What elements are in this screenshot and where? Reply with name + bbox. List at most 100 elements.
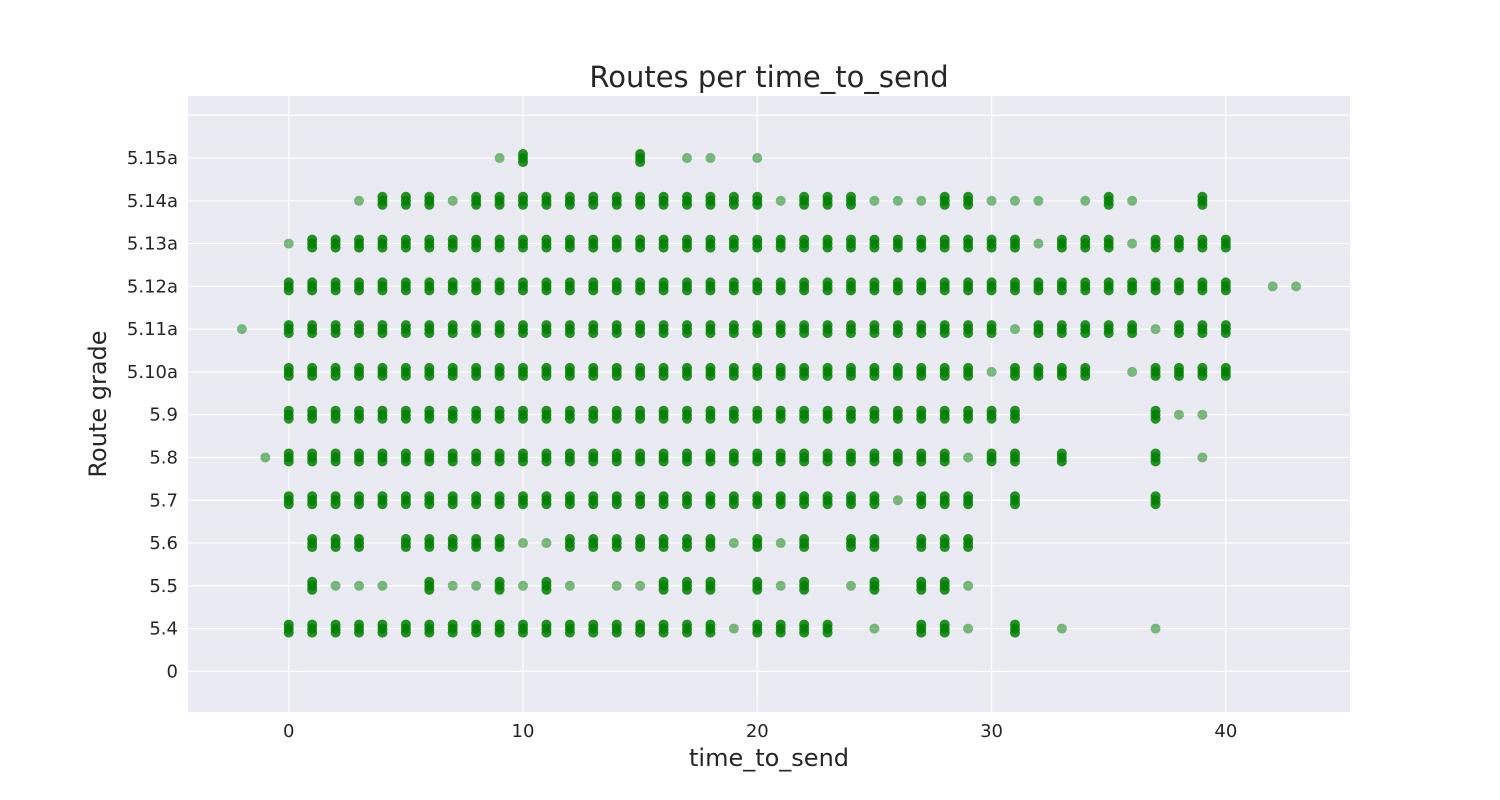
scatter-point (400, 456, 411, 467)
scatter-point (518, 242, 529, 253)
scatter-point (752, 285, 763, 296)
scatter-point (307, 542, 318, 553)
scatter-point (1197, 199, 1208, 210)
scatter-point (869, 623, 880, 634)
scatter-point (869, 370, 880, 381)
scatter-point (916, 584, 927, 595)
scatter-point (986, 242, 997, 253)
scatter-point (799, 456, 810, 467)
scatter-point (283, 370, 294, 381)
scatter-point (354, 285, 365, 296)
scatter-point (799, 242, 810, 253)
scatter-point (377, 499, 388, 510)
scatter-point (775, 538, 786, 549)
scatter-point (447, 413, 458, 424)
scatter-point (588, 199, 599, 210)
scatter-point (845, 542, 856, 553)
scatter-point (611, 499, 622, 510)
scatter-point (588, 456, 599, 467)
scatter-point (635, 328, 646, 339)
scatter-point (1150, 285, 1161, 296)
scatter-point (705, 153, 716, 164)
scatter-point (377, 580, 388, 591)
scatter-point (752, 199, 763, 210)
y-tick-label: 5.7 (149, 490, 178, 511)
y-tick-label: 5.6 (149, 533, 178, 554)
scatter-point (307, 328, 318, 339)
scatter-point (518, 538, 529, 549)
scatter-point (916, 328, 927, 339)
scatter-point (494, 370, 505, 381)
scatter-point (471, 199, 482, 210)
scatter-point (1291, 281, 1302, 292)
scatter-point (494, 584, 505, 595)
scatter-point (775, 499, 786, 510)
scatter-point (330, 580, 341, 591)
scatter-point (471, 242, 482, 253)
scatter-point (400, 370, 411, 381)
scatter-point (822, 199, 833, 210)
scatter-point (541, 538, 552, 549)
scatter-point (354, 542, 365, 553)
scatter-point (869, 499, 880, 510)
scatter-point (963, 242, 974, 253)
scatter-point (424, 328, 435, 339)
scatter-point (916, 195, 927, 206)
scatter-point (588, 499, 599, 510)
scatter-point (1150, 623, 1161, 634)
scatter-point (518, 285, 529, 296)
scatter-point (1009, 413, 1020, 424)
x-tick-labels: 0 10 20 30 40 (283, 721, 1237, 742)
scatter-point (775, 328, 786, 339)
scatter-point (799, 328, 810, 339)
scatter-point (447, 285, 458, 296)
scatter-point (471, 456, 482, 467)
scatter-point (1127, 238, 1138, 249)
scatter-point (424, 499, 435, 510)
scatter-point (1009, 456, 1020, 467)
scatter-point (564, 370, 575, 381)
scatter-point (611, 413, 622, 424)
scatter-point (377, 285, 388, 296)
scatter-point (1056, 242, 1067, 253)
scatter-point (330, 499, 341, 510)
scatter-point (541, 627, 552, 638)
scatter-point (822, 242, 833, 253)
scatter-point (1009, 627, 1020, 638)
scatter-point (635, 242, 646, 253)
scatter-point (892, 456, 903, 467)
scatter-point (963, 370, 974, 381)
scatter-point (494, 456, 505, 467)
scatter-point (1220, 370, 1231, 381)
chart-title: Routes per time_to_send (589, 60, 948, 94)
scatter-point (705, 542, 716, 553)
scatter-point (705, 242, 716, 253)
scatter-point (494, 328, 505, 339)
scatter-point (658, 370, 669, 381)
scatter-point (494, 199, 505, 210)
scatter-point (705, 456, 716, 467)
y-axis-title: Route grade (84, 330, 112, 477)
scatter-point (424, 413, 435, 424)
scatter-point (939, 413, 950, 424)
x-tick-label: 20 (746, 721, 769, 742)
scatter-point (494, 542, 505, 553)
scatter-point (939, 456, 950, 467)
scatter-point (471, 413, 482, 424)
scatter-point (283, 285, 294, 296)
scatter-point (705, 584, 716, 595)
scatter-point (1173, 409, 1184, 420)
scatter-point (1103, 285, 1114, 296)
scatter-point (658, 499, 669, 510)
scatter-point (799, 199, 810, 210)
scatter-point (963, 199, 974, 210)
scatter-point (1150, 324, 1161, 335)
scatter-point (822, 370, 833, 381)
scatter-point (1197, 242, 1208, 253)
scatter-point (611, 370, 622, 381)
scatter-point (728, 199, 739, 210)
scatter-point (1033, 328, 1044, 339)
scatter-point (635, 413, 646, 424)
scatter-point (916, 456, 927, 467)
